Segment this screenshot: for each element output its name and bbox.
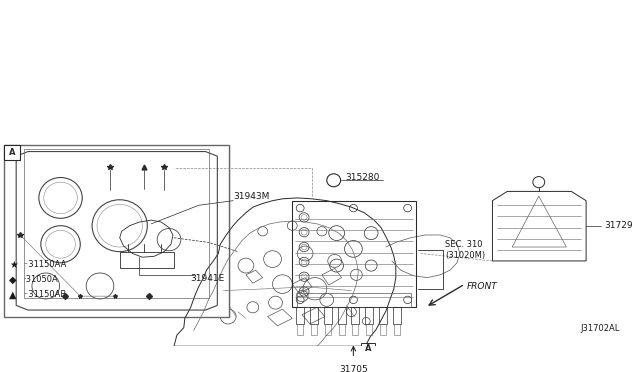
Bar <box>324 307 332 324</box>
Text: 315280: 315280 <box>346 173 380 182</box>
Bar <box>380 324 386 335</box>
Bar <box>362 343 375 356</box>
Bar <box>379 307 387 324</box>
Text: ▲: ▲ <box>9 289 17 299</box>
Text: 31729: 31729 <box>604 221 632 230</box>
Text: ★: ★ <box>9 260 18 270</box>
Bar <box>4 145 20 160</box>
Bar <box>297 294 411 307</box>
Bar <box>120 252 174 268</box>
Text: J31702AL: J31702AL <box>580 324 620 333</box>
Bar <box>393 307 401 324</box>
Text: A: A <box>365 344 371 353</box>
Bar <box>292 201 415 307</box>
Bar <box>311 324 317 335</box>
Text: SEC. 310
(31020M): SEC. 310 (31020M) <box>445 240 485 260</box>
Bar <box>339 324 344 335</box>
Text: ··31150AA: ··31150AA <box>23 260 67 269</box>
Text: A: A <box>9 148 15 157</box>
Bar <box>4 145 229 317</box>
Bar <box>310 307 318 324</box>
Bar <box>351 307 359 324</box>
Text: ·31050A: ·31050A <box>23 275 58 284</box>
Text: 31943M: 31943M <box>233 192 269 201</box>
Bar <box>366 324 372 335</box>
Bar <box>365 307 373 324</box>
Text: FRONT: FRONT <box>467 282 497 291</box>
Bar <box>297 324 303 335</box>
Text: 31705: 31705 <box>339 365 368 372</box>
Bar <box>394 324 400 335</box>
Text: ··31150AB: ··31150AB <box>23 290 67 299</box>
Bar <box>338 307 346 324</box>
Bar <box>296 307 304 324</box>
Bar <box>353 324 358 335</box>
Text: ◆: ◆ <box>9 275 17 285</box>
Text: 31941E: 31941E <box>191 274 225 283</box>
Bar <box>325 324 331 335</box>
